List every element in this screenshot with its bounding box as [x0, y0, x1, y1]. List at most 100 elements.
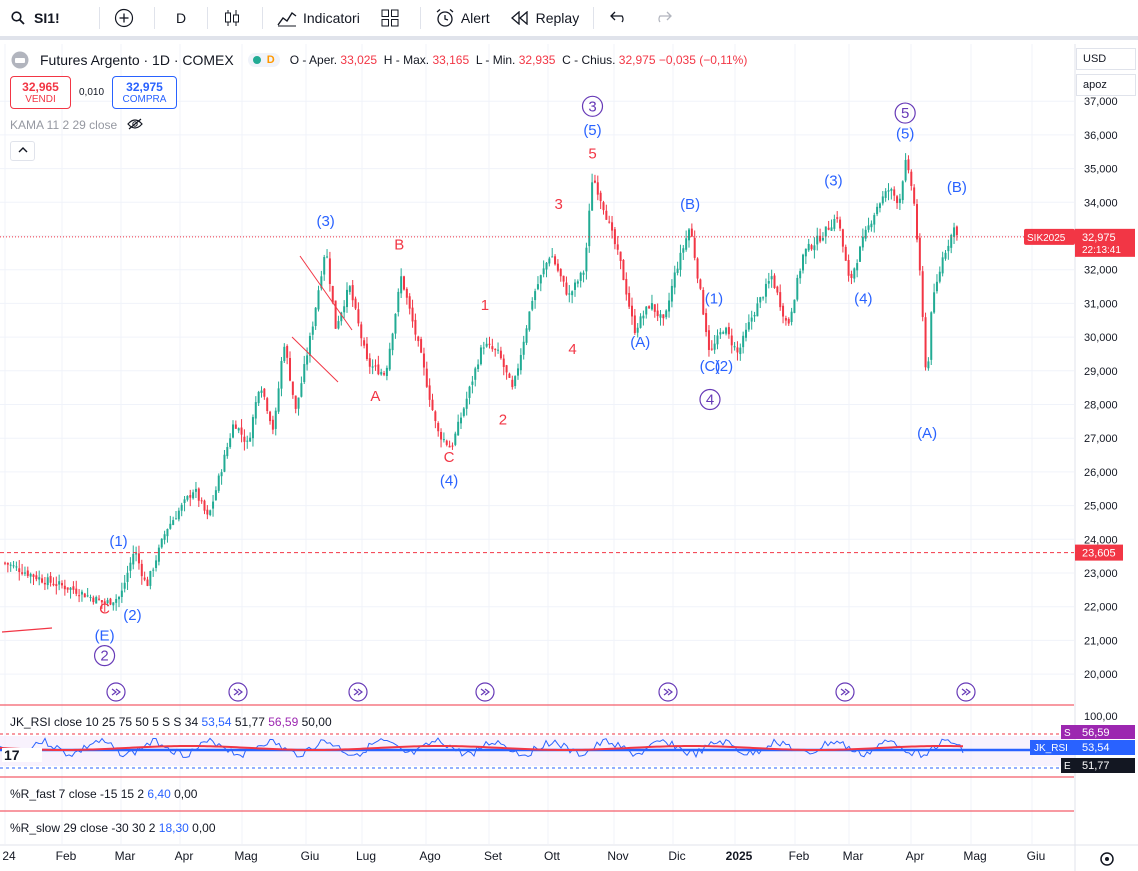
candle-body — [257, 391, 260, 404]
candle-body — [283, 346, 286, 362]
candle-body — [887, 190, 890, 192]
rsi-pane-legend[interactable]: JK_RSI close 10 25 75 50 5 S S 34 53,54 … — [10, 715, 332, 729]
candle-body — [18, 568, 21, 573]
candle-body — [428, 385, 431, 400]
candle-body — [636, 327, 639, 333]
wave-label: 5 — [901, 105, 909, 122]
candle-body — [756, 303, 759, 317]
candle-body — [861, 236, 864, 248]
candle-body — [237, 428, 240, 431]
candle-body — [331, 285, 334, 303]
candle-body — [137, 553, 140, 564]
redo-button[interactable] — [644, 0, 690, 38]
candle-body — [559, 268, 562, 277]
candle-body — [733, 346, 736, 348]
buy-button[interactable]: 32,975 COMPRA — [112, 76, 177, 109]
candle-body — [118, 596, 120, 600]
candle-body — [528, 311, 531, 330]
candle-body — [132, 553, 135, 565]
y-tick-label: 25,000 — [1084, 501, 1118, 513]
price-level-tag — [1075, 544, 1123, 561]
candle-body — [802, 254, 804, 271]
event-arrow-glyph — [667, 688, 673, 696]
wave-label: (E) — [95, 627, 115, 644]
sell-button[interactable]: 32,965 VENDI — [10, 76, 71, 109]
kama-indicator-legend[interactable]: KAMA 11 2 29 close — [10, 118, 143, 133]
candle-body — [391, 333, 394, 351]
candle-body — [243, 436, 246, 442]
y-tick-label: 37,000 — [1084, 96, 1118, 108]
candle-body — [625, 278, 628, 295]
indicators-button[interactable]: Indicatori — [267, 0, 370, 38]
candle-body — [425, 368, 428, 387]
interval-button[interactable]: D — [159, 0, 203, 38]
candle-body — [194, 488, 197, 492]
candle-body — [6, 562, 9, 565]
silver-logo-icon — [10, 50, 30, 70]
scale-label: apoz — [1083, 79, 1107, 91]
candle-body — [477, 364, 480, 370]
candle-body — [841, 229, 844, 247]
candle-body — [588, 210, 591, 247]
scale-select[interactable]: apoz — [1076, 74, 1136, 96]
undo-button[interactable] — [598, 0, 644, 38]
add-symbol-button[interactable] — [104, 0, 150, 38]
chart-type-button[interactable] — [212, 0, 258, 38]
candle-body — [591, 182, 594, 211]
rsi-name-tag — [1030, 740, 1075, 755]
currency-select[interactable]: USD — [1076, 48, 1136, 70]
candle-body — [186, 495, 189, 500]
candle-body — [12, 565, 15, 567]
candle-body — [411, 307, 414, 322]
candle-body — [716, 335, 719, 345]
x-tick-label: Ott — [544, 849, 561, 863]
candle-body — [29, 573, 32, 577]
rslow-pane-legend[interactable]: %R_slow 29 close -30 30 2 18,30 0,00 — [10, 821, 216, 835]
candle-body — [35, 575, 38, 580]
candle-body — [693, 237, 696, 258]
wave-label: (5) — [896, 125, 914, 142]
rfast-pane-legend[interactable]: %R_fast 7 close -15 15 2 6,40 0,00 — [10, 787, 197, 801]
event-arrow-glyph — [961, 688, 967, 696]
interval-label: D — [175, 10, 187, 26]
eye-hidden-icon[interactable] — [126, 118, 143, 133]
buy-price: 32,975 — [126, 80, 163, 94]
market-status[interactable]: D — [247, 53, 280, 67]
gear-icon[interactable] — [1100, 852, 1114, 866]
candle-body — [69, 587, 72, 590]
alert-button[interactable]: Alert — [425, 0, 500, 38]
candle-body — [21, 572, 24, 574]
candle-body — [394, 313, 397, 334]
event-arrow-glyph — [111, 688, 117, 696]
y-tick-label: 27,000 — [1084, 433, 1118, 445]
rsi-value-4: 50,00 — [301, 715, 332, 729]
candle-body — [126, 572, 129, 582]
layouts-button[interactable] — [370, 0, 416, 38]
replay-button[interactable]: Replay — [500, 0, 590, 38]
wave-label: (5) — [583, 122, 601, 139]
candle-body — [294, 395, 297, 409]
x-tick-label: Giu — [301, 849, 320, 863]
candle-body — [953, 227, 956, 237]
rsi-name-tag-label: JK_RSI — [1034, 743, 1068, 754]
candle-body — [223, 454, 226, 472]
candle-body — [479, 347, 482, 365]
candle-body — [209, 510, 212, 515]
candle-body — [163, 534, 166, 540]
y-tick-label: 32,000 — [1084, 265, 1118, 277]
y-tick-label: 31,000 — [1084, 298, 1118, 310]
open-value: 33,025 — [340, 53, 378, 67]
candle-body — [300, 383, 303, 397]
chart-title[interactable]: Futures Argento · 1D · COMEX — [40, 52, 234, 68]
chart-canvas[interactable]: 24 Feb Mar Apr Mag Giu Lug Ago Set Ott Nov Dic 2025 F… — [0, 44, 1138, 871]
y-tick-label: 36,000 — [1084, 130, 1118, 142]
candle-body — [100, 600, 103, 603]
candle-body — [713, 343, 716, 350]
candle-body — [303, 364, 306, 383]
separator — [419, 7, 421, 29]
collapse-legend-button[interactable] — [10, 141, 35, 161]
symbol-search[interactable]: SI1! — [0, 0, 95, 38]
candle-body — [360, 324, 363, 339]
candle-body — [950, 235, 953, 248]
candle-body — [491, 346, 494, 350]
